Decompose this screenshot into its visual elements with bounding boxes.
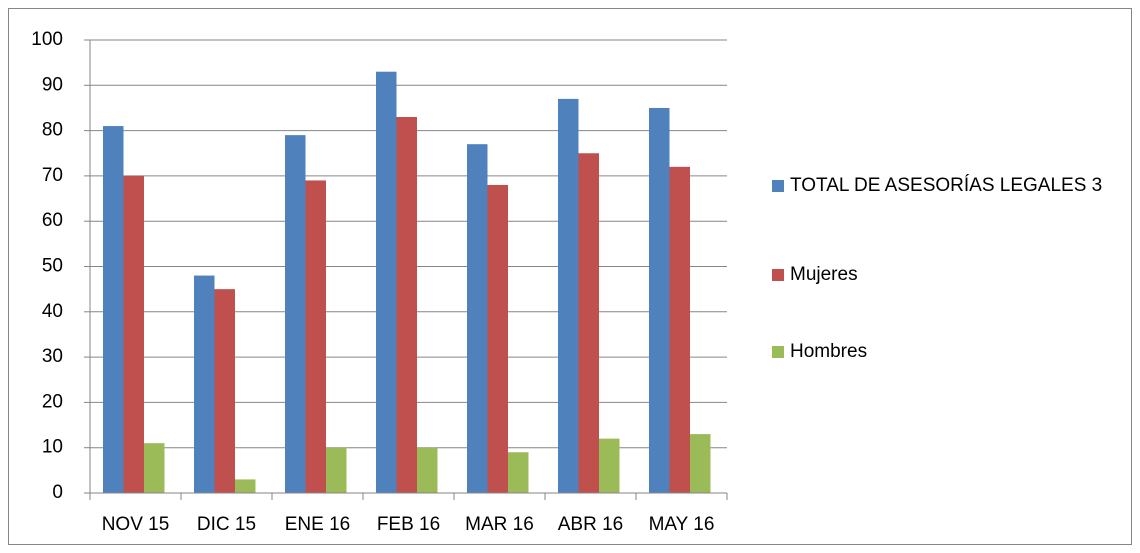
bar bbox=[649, 107, 670, 493]
bar bbox=[669, 166, 690, 493]
x-tick-label: MAY 16 bbox=[649, 514, 715, 535]
x-tick-label: DIC 15 bbox=[197, 514, 256, 535]
bar bbox=[123, 175, 144, 493]
x-tick-label: FEB 16 bbox=[377, 514, 440, 535]
legend-item: TOTAL DE ASESORÍAS LEGALES 3 bbox=[772, 166, 1122, 206]
legend-label: TOTAL DE ASESORÍAS LEGALES 3 bbox=[790, 175, 1103, 196]
y-tick-label: 40 bbox=[42, 301, 63, 322]
legend-label: Mujeres bbox=[790, 264, 858, 285]
bar bbox=[396, 117, 417, 493]
y-tick-label: 90 bbox=[42, 74, 63, 95]
bar bbox=[508, 452, 529, 493]
bar bbox=[467, 144, 488, 493]
y-tick-label: 20 bbox=[42, 391, 63, 412]
bar bbox=[326, 447, 347, 493]
legend-label: Hombres bbox=[790, 341, 868, 362]
bar bbox=[417, 447, 438, 493]
bar bbox=[578, 153, 599, 493]
bar bbox=[214, 289, 235, 493]
bar bbox=[487, 184, 508, 493]
bar bbox=[194, 275, 215, 493]
y-tick-label: 0 bbox=[52, 482, 63, 503]
chart-border bbox=[8, 8, 1132, 545]
bar bbox=[235, 479, 256, 493]
y-tick-label: 100 bbox=[31, 29, 63, 50]
bar bbox=[558, 98, 579, 493]
legend-swatch bbox=[772, 180, 784, 192]
legend-swatch bbox=[772, 346, 784, 358]
y-tick-label: 10 bbox=[42, 437, 63, 458]
y-tick-label: 50 bbox=[42, 256, 63, 277]
legend-swatch bbox=[772, 269, 784, 281]
bar bbox=[103, 126, 124, 493]
bar bbox=[376, 71, 397, 494]
bar bbox=[285, 135, 306, 493]
y-tick-label: 30 bbox=[42, 346, 63, 367]
y-tick-label: 80 bbox=[42, 120, 63, 141]
bar bbox=[599, 438, 620, 493]
bar bbox=[305, 180, 326, 493]
y-tick-label: 70 bbox=[42, 165, 63, 186]
y-tick-label: 60 bbox=[42, 210, 63, 231]
bar bbox=[144, 443, 165, 493]
x-tick-label: NOV 15 bbox=[102, 514, 170, 535]
x-tick-label: ABR 16 bbox=[558, 514, 623, 535]
legend-item: Hombres bbox=[772, 332, 1122, 372]
x-tick-label: MAR 16 bbox=[465, 514, 534, 535]
x-tick-label: ENE 16 bbox=[285, 514, 350, 535]
legend-item: Mujeres bbox=[772, 255, 1122, 295]
bar bbox=[690, 434, 711, 493]
